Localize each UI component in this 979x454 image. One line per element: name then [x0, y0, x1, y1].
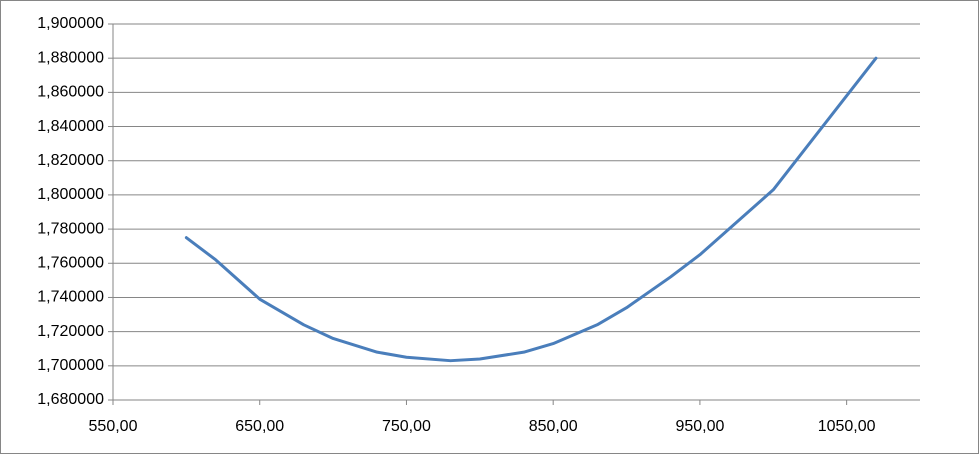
y-tick-label: 1,700000: [37, 357, 104, 374]
y-tick-label: 1,720000: [37, 323, 104, 340]
y-tick-label: 1,740000: [37, 289, 104, 306]
y-tick-label: 1,840000: [37, 118, 104, 135]
y-tick-label: 1,860000: [37, 84, 104, 101]
x-tick-label: 950,00: [675, 418, 724, 435]
y-tick-label: 1,780000: [37, 220, 104, 237]
data-line: [184, 56, 878, 363]
x-tick-label: 750,00: [382, 418, 431, 435]
y-tick-label: 1,760000: [37, 254, 104, 271]
x-tick-label: 850,00: [529, 418, 578, 435]
y-tick-label: 1,900000: [37, 15, 104, 32]
y-tick-label: 1,880000: [37, 49, 104, 66]
y-tick-label: 1,680000: [37, 391, 104, 408]
x-tick-label: 1050,00: [818, 418, 876, 435]
y-tick-label: 1,820000: [37, 152, 104, 169]
x-tick-label: 550,00: [89, 418, 138, 435]
y-tick-label: 1,800000: [37, 186, 104, 203]
x-tick-label: 650,00: [235, 418, 284, 435]
